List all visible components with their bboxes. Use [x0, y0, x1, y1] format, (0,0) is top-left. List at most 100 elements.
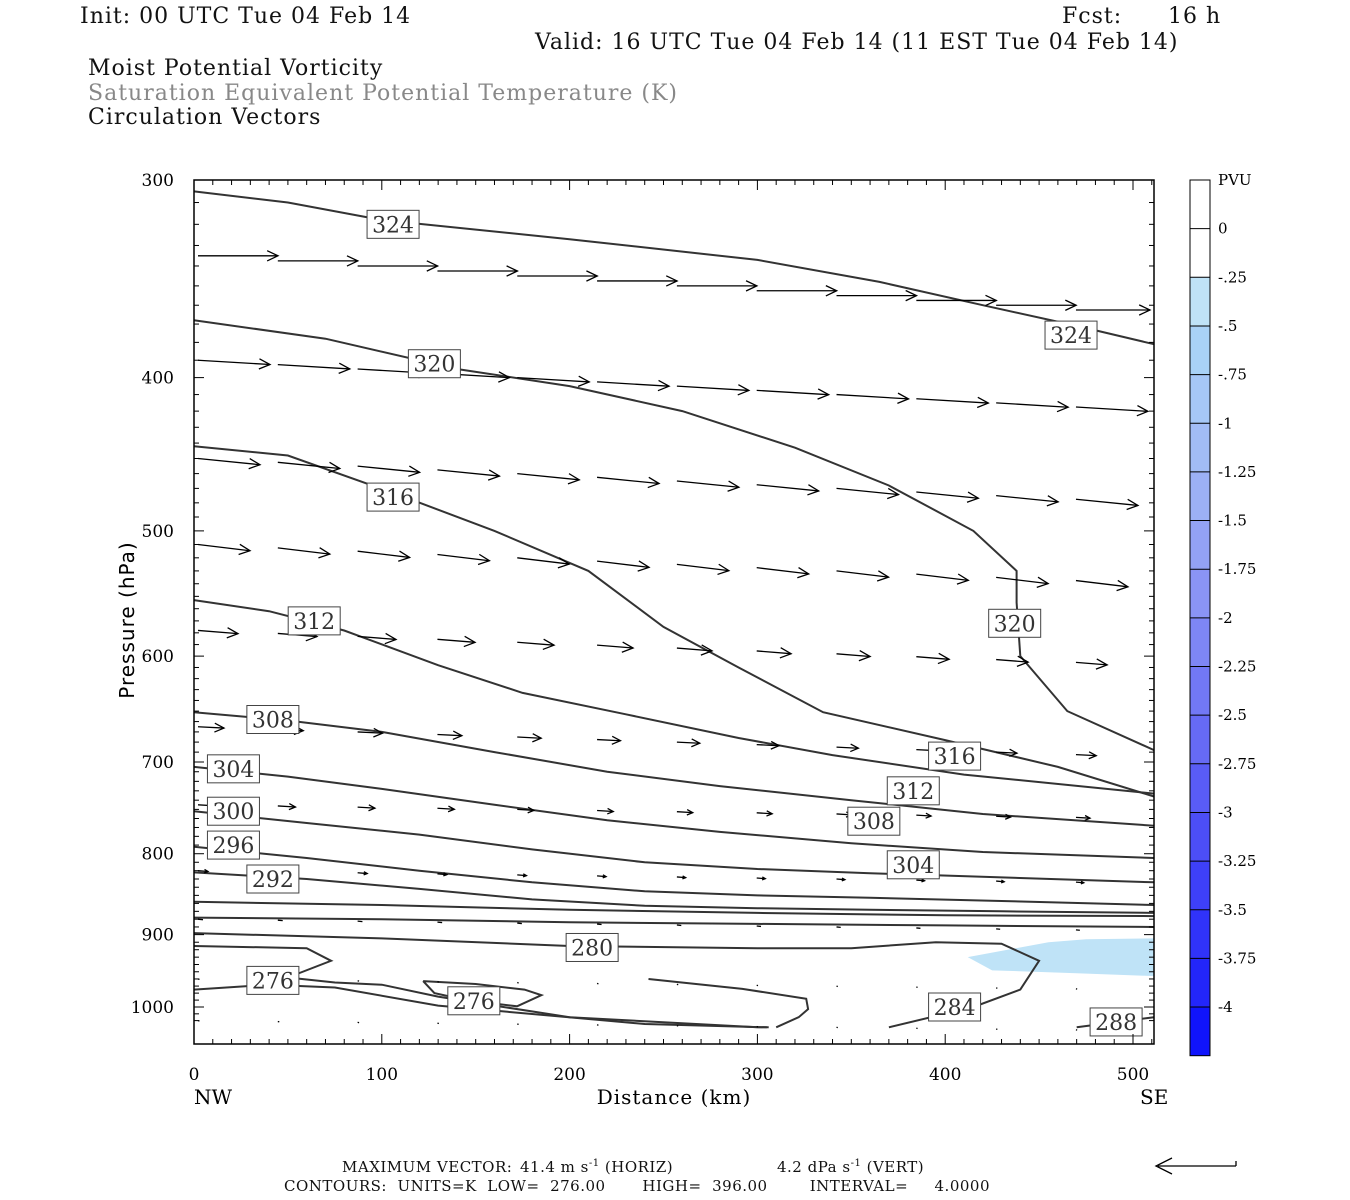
max-vector-vert-tag: (VERT)	[866, 1158, 925, 1176]
contour-label-box	[928, 741, 982, 771]
vector-shaft	[1075, 816, 1091, 819]
vector-head	[761, 876, 767, 881]
vector-head	[905, 289, 919, 302]
x-axis-label: Distance (km)	[597, 1085, 752, 1109]
vector-shaft	[916, 398, 989, 404]
vector-head	[426, 260, 440, 272]
vector-shaft	[437, 553, 490, 562]
vector-shaft	[836, 653, 871, 658]
vector-shaft	[836, 570, 889, 578]
isentrope-304-10	[193, 765, 1155, 859]
vector-head	[238, 543, 252, 556]
contour-label-box	[407, 349, 461, 379]
vector-head	[897, 392, 911, 404]
vector-head	[567, 473, 581, 485]
contour-label-box	[565, 932, 619, 962]
colorbar-label: -.75	[1218, 366, 1247, 384]
vector-head	[727, 480, 741, 492]
x-end-label-nw: NW	[194, 1085, 233, 1109]
vector-head	[477, 553, 491, 566]
contour-layer	[193, 190, 1155, 1029]
vector-head	[850, 743, 860, 753]
circulation-vector	[916, 812, 933, 819]
colorbar-label: -3.5	[1218, 901, 1247, 919]
vector-head	[452, 730, 464, 741]
contour-label-308-8: 308	[246, 705, 300, 735]
vector-head	[686, 809, 695, 816]
contour-label-text: 312	[892, 780, 934, 805]
vector-shaft	[357, 635, 397, 641]
circulation-vector	[676, 563, 731, 576]
vector-shaft	[277, 461, 340, 470]
vector-shaft	[517, 472, 580, 481]
contour-label-text: 284	[934, 996, 976, 1021]
circulation-vector	[596, 560, 651, 572]
vector-head	[226, 627, 240, 639]
contour-info: CONTOURS: UNITS=K LOW= 276.00 HIGH= 396.…	[284, 1177, 990, 1195]
colorbar-swatch	[1190, 374, 1210, 424]
vector-shaft	[277, 363, 350, 370]
circulation-vector	[277, 461, 342, 474]
vector-shaft	[756, 389, 829, 396]
circulation-vector	[1075, 658, 1109, 670]
vector-shaft	[756, 484, 819, 492]
vector-head	[338, 362, 352, 374]
vector-shaft	[357, 465, 420, 473]
vector-shaft	[597, 809, 614, 813]
contour-label-box	[366, 209, 420, 239]
contour-label-text: 288	[1095, 1011, 1137, 1036]
vector-shaft	[197, 726, 225, 729]
vector-shaft	[996, 751, 1017, 754]
circulation-vector	[676, 644, 714, 656]
colorbar-swatch	[1190, 325, 1210, 375]
vector-head	[443, 872, 449, 877]
vector-shaft	[996, 815, 1011, 818]
vector-head	[258, 358, 272, 370]
vector-shaft	[517, 641, 555, 646]
circulation-vector	[676, 875, 688, 880]
contour-label-box	[246, 965, 300, 995]
contour-label-box	[928, 992, 982, 1022]
circulation-vector	[676, 280, 759, 292]
circulation-vector	[836, 649, 872, 662]
vector-shaft	[676, 385, 749, 392]
plot-frame	[193, 179, 1155, 1045]
vector-head	[745, 280, 759, 292]
circulation-vector	[357, 260, 440, 272]
colorbar: 0 -.25 -.5 -.75 -1 -1.25 -1.5 -1.75 -2 -2.25 -2.5 -…	[1189, 179, 1256, 1057]
circulation-vector	[517, 806, 536, 814]
x-tick-label: 0	[189, 1065, 200, 1085]
vector-shaft	[357, 872, 368, 875]
circulation-vector	[756, 285, 839, 297]
circulation-vector	[756, 810, 774, 817]
vector-shaft	[517, 736, 542, 739]
circulation-vector	[437, 553, 491, 566]
vector-head	[717, 563, 731, 576]
isentrope-316-4	[193, 445, 1155, 798]
max-vector-horiz-value: 41.4 m s	[520, 1158, 589, 1176]
vector-head	[522, 873, 528, 878]
contour-label-text: 276	[252, 969, 294, 994]
vector-shaft	[357, 806, 375, 809]
y-tick-label: 500	[142, 522, 174, 542]
circulation-vector	[197, 868, 210, 874]
contour-label-box	[1089, 1007, 1143, 1037]
vector-shaft	[437, 638, 476, 643]
colorbar-label: -.5	[1218, 317, 1237, 335]
vector-head	[766, 810, 774, 817]
y-tick-label: 400	[142, 369, 174, 389]
vector-head	[1080, 880, 1086, 885]
vector-head	[621, 641, 635, 653]
vector-head	[487, 469, 501, 481]
circulation-vector	[277, 255, 360, 267]
circulation-vector	[1075, 405, 1150, 417]
vector-head	[937, 652, 951, 665]
vector-shaft	[357, 731, 383, 734]
contour-label-box	[206, 830, 260, 860]
vector-shaft	[836, 487, 899, 496]
vector-head	[1000, 879, 1006, 884]
vector-head	[447, 805, 456, 813]
isentrope-276-20	[422, 980, 545, 1008]
vector-shaft	[357, 550, 410, 559]
